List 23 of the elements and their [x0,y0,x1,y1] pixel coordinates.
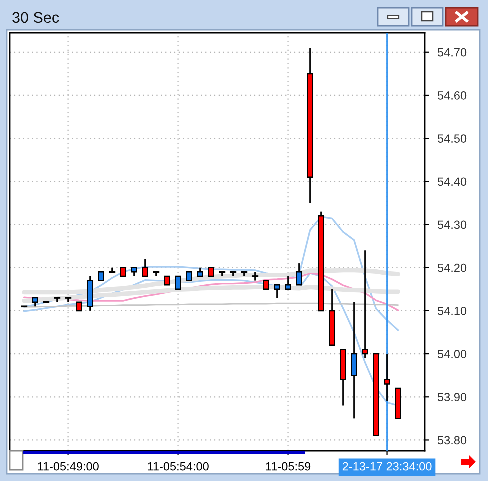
y-tick-label: 54.70 [438,48,467,57]
y-tick-label: 54.10 [438,306,467,316]
y-tick-label: 54.40 [438,178,467,186]
y-tick-label: 54.00 [438,350,467,358]
y-tick-label: 53.90 [438,393,467,402]
candlestick [175,276,182,290]
candlestick [274,284,280,299]
y-tick-label: 54.50 [438,134,467,143]
candlestick [285,276,292,290]
candlestick [384,353,390,402]
y-tick-label: 54.30 [438,220,467,230]
y-tick-label: 53.80 [438,436,467,445]
candlestick [296,262,302,286]
candlestick [362,250,368,360]
candlestick [351,302,358,420]
x-tick-label: 11-05:59 [266,462,311,471]
x-tick-label: 11-05:49:00 [38,462,99,471]
y-tick-label: 54.20 [438,264,467,272]
x-tick-label: 2-13-17 23:34:00 [342,462,432,471]
x-tick-label: 11-05:54:00 [148,462,209,471]
candlestick [142,258,148,278]
chart-title: 30 Sec [12,12,60,24]
y-tick-label: 54.60 [438,92,467,100]
